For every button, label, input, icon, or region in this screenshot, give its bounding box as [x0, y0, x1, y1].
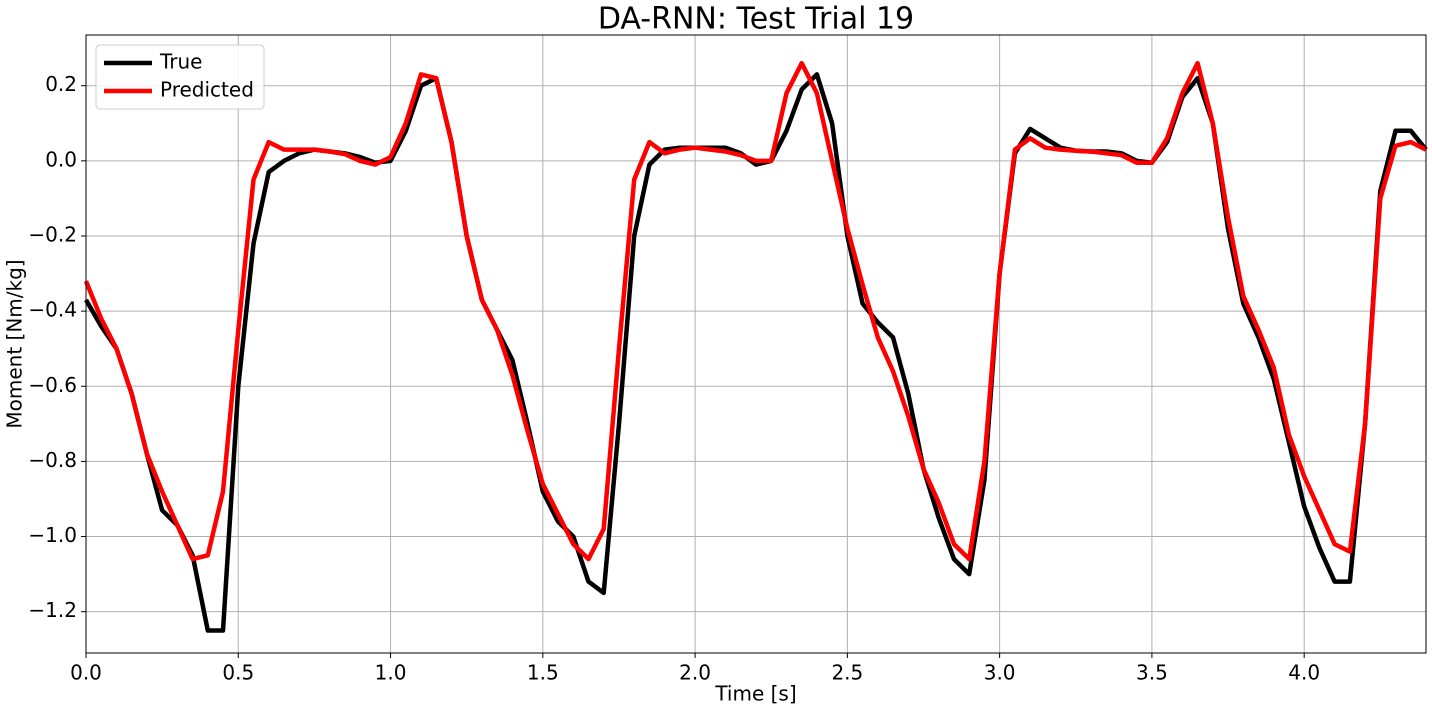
x-tick-label: 3.0	[984, 661, 1016, 685]
x-axis-label: Time [s]	[714, 682, 796, 706]
y-tick-label: −0.2	[28, 222, 77, 246]
y-tick-label: −1.2	[28, 598, 77, 622]
x-tick-label: 1.5	[527, 661, 559, 685]
chart-title: DA-RNN: Test Trial 19	[598, 2, 914, 37]
y-tick-label: −0.4	[28, 298, 77, 322]
x-tick-label: 0.5	[222, 661, 254, 685]
x-tick-label: 2.0	[679, 661, 711, 685]
x-tick-label: 1.0	[375, 661, 407, 685]
x-tick-label: 3.5	[1136, 661, 1168, 685]
x-tick-label: 2.5	[831, 661, 863, 685]
y-tick-label: −1.0	[28, 523, 77, 547]
y-tick-label: −0.6	[28, 373, 77, 397]
y-axis-label: Moment [Nm/kg]	[3, 259, 27, 428]
legend-label: Predicted	[160, 78, 254, 102]
y-tick-label: 0.0	[45, 147, 77, 171]
legend-label: True	[159, 50, 202, 74]
y-tick-label: 0.2	[45, 72, 77, 96]
x-tick-label: 4.0	[1288, 661, 1320, 685]
data-line	[84, 72, 1428, 633]
y-tick-label: −0.8	[28, 448, 77, 472]
x-tick-label: 0.0	[70, 661, 102, 685]
plot-frame	[85, 34, 1427, 654]
data-line	[83, 60, 1427, 562]
